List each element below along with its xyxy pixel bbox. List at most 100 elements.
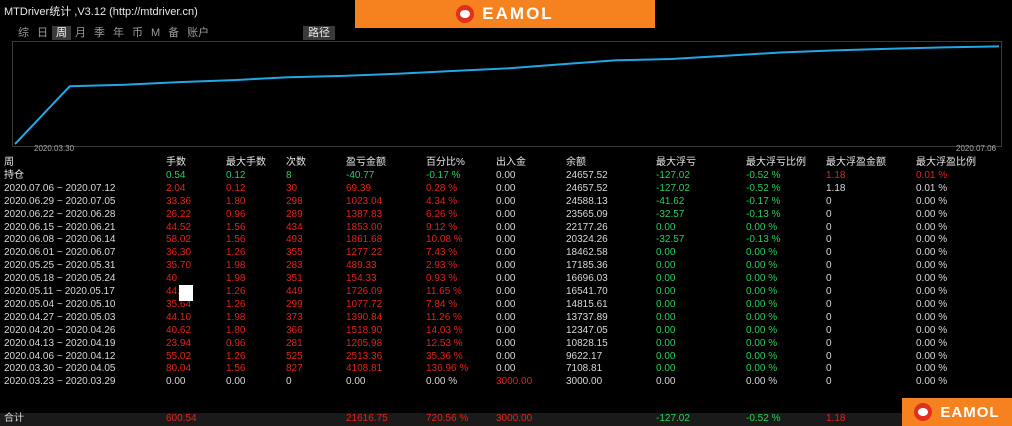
- cell-col-4: 2513.36: [346, 350, 383, 362]
- cell-col-8: -32.57: [656, 208, 685, 220]
- cell-col-7: 24657.52: [566, 169, 608, 181]
- cell-col-2: 1.26: [226, 350, 246, 362]
- cell-col-4: 1077.72: [346, 298, 383, 310]
- cell-col-3: 次数: [286, 157, 306, 168]
- cell-col-3: 281: [286, 337, 303, 349]
- cell-col-2: 1.80: [226, 195, 246, 207]
- cell-col-3: 827: [286, 363, 303, 375]
- cell-col-0: 2020.05.04 ~ 2020.05.10: [4, 298, 116, 310]
- cell-col-7: 9622.17: [566, 350, 603, 362]
- cell-col-3: 366: [286, 324, 303, 336]
- cell-col-1: 40.62: [166, 324, 192, 336]
- cell-col-11: 0.00 %: [916, 208, 948, 220]
- x-start-label: 2020.03.30: [34, 144, 75, 153]
- cell-col-0: 2020.06.29 ~ 2020.07.05: [4, 195, 116, 207]
- tab-0[interactable]: 综: [18, 27, 29, 39]
- tab-1[interactable]: 日: [37, 27, 48, 39]
- cell-col-3: 299: [286, 298, 303, 310]
- cell-col-1: 2.04: [166, 182, 186, 194]
- tab-4[interactable]: 季: [94, 27, 105, 39]
- cell-col-1: 26.22: [166, 208, 192, 220]
- cell-col-2: 1.80: [226, 324, 246, 336]
- cell-col-7: 22177.26: [566, 221, 608, 233]
- cell-col-2: 1.98: [226, 260, 246, 272]
- cell-col-11: 0.00 %: [916, 311, 948, 323]
- cell-col-4: 1387.83: [346, 208, 383, 220]
- tab-6[interactable]: 币: [132, 27, 143, 39]
- cell-col-7: 24657.52: [566, 182, 608, 194]
- cell-col-10: 0: [826, 273, 832, 285]
- cell-col-10: 1.18: [826, 182, 846, 194]
- tab-9[interactable]: 账户: [187, 27, 210, 39]
- cell-col-9: -0.52 %: [746, 182, 781, 194]
- cell-col-0: 2020.04.13 ~ 2020.04.19: [4, 337, 116, 349]
- cell-col-2: 1.98: [226, 311, 246, 323]
- cell-col-11: 0.00 %: [916, 324, 948, 336]
- cell-col-9: 0.00 %: [746, 221, 778, 233]
- cell-col-11: 最大浮盈比例: [916, 157, 976, 168]
- cell-col-6: 3000.00: [496, 413, 533, 424]
- cell-col-6: 0.00: [496, 273, 516, 285]
- cell-col-1: 35.64: [166, 298, 192, 310]
- cell-col-5: 720.56 %: [426, 413, 469, 424]
- tab-5[interactable]: 年: [113, 27, 124, 39]
- cell-col-0: 2020.03.30 ~ 2020.04.05: [4, 363, 116, 375]
- cell-col-0: 2020.04.20 ~ 2020.04.26: [4, 324, 116, 336]
- cell-col-6: 0.00: [496, 169, 516, 181]
- cell-col-3: 525: [286, 350, 303, 362]
- tab-8[interactable]: 备: [168, 27, 180, 39]
- cell-col-10: 最大浮盈金额: [826, 157, 886, 168]
- cell-col-2: 1.26: [226, 286, 246, 297]
- cell-col-5: 7.84 %: [426, 298, 458, 310]
- cell-col-6: 0.00: [496, 324, 516, 336]
- cell-col-9: -0.52 %: [746, 169, 781, 181]
- cell-col-8: -127.02: [656, 413, 690, 424]
- cell-col-9: 0.00 %: [746, 247, 778, 259]
- tab-7[interactable]: M: [151, 27, 161, 39]
- cell-col-7: 12347.05: [566, 324, 608, 336]
- cell-col-9: 0.00 %: [746, 376, 778, 388]
- cell-col-6: 0.00: [496, 208, 516, 220]
- cell-col-6: 0.00: [496, 298, 516, 310]
- cell-col-8: -127.02: [656, 182, 690, 194]
- tab-3[interactable]: 月: [75, 27, 86, 39]
- path-button[interactable]: 路径: [303, 26, 335, 40]
- cell-col-11: 0.01 %: [916, 182, 948, 194]
- cell-col-6: 0.00: [496, 182, 516, 194]
- cell-col-6: 0.00: [496, 350, 516, 362]
- cell-col-2: 1.56: [226, 221, 246, 233]
- cell-col-4: 489.33: [346, 260, 377, 272]
- cell-col-9: 0.00 %: [746, 350, 778, 362]
- cell-col-3: 373: [286, 311, 303, 323]
- cell-col-11: 0.00 %: [916, 195, 948, 207]
- cell-col-2: 最大手数: [226, 157, 266, 168]
- cell-col-9: -0.52 %: [746, 413, 781, 424]
- cell-col-1: 80.04: [166, 363, 192, 375]
- cell-col-5: 0.00 %: [426, 376, 458, 388]
- cell-col-10: 0: [826, 234, 832, 246]
- watermark-text: EAMOL: [940, 403, 1000, 421]
- cell-col-4: 0.00: [346, 376, 366, 388]
- tab-2[interactable]: 周: [52, 26, 71, 40]
- cell-col-9: 0.00 %: [746, 337, 778, 349]
- cell-col-10: 0: [826, 324, 832, 336]
- cell-col-0: 2020.03.23 ~ 2020.03.29: [4, 376, 116, 388]
- cell-col-8: -32.57: [656, 234, 685, 246]
- cell-col-6: 0.00: [496, 337, 516, 349]
- cell-col-7: 13737.89: [566, 311, 608, 323]
- total-row-background: [0, 413, 1012, 426]
- cell-col-7: 16696.03: [566, 273, 608, 285]
- cell-col-10: 0: [826, 363, 832, 375]
- cell-col-1: 600.54: [166, 413, 197, 424]
- eamol-logo-icon: [456, 5, 475, 23]
- cell-col-11: 0.00 %: [916, 273, 948, 285]
- cell-col-2: 1.98: [226, 273, 246, 285]
- cell-col-6: 0.00: [496, 260, 516, 272]
- cell-col-6: 0.00: [496, 311, 516, 323]
- cell-col-7: 3000.00: [566, 376, 603, 388]
- cell-col-5: 0.93 %: [426, 273, 458, 285]
- cell-col-5: 35.36 %: [426, 350, 463, 362]
- cell-col-11: 0.00 %: [916, 234, 948, 246]
- cell-col-9: 最大浮亏比例: [746, 157, 806, 168]
- cell-col-8: -127.02: [656, 169, 690, 181]
